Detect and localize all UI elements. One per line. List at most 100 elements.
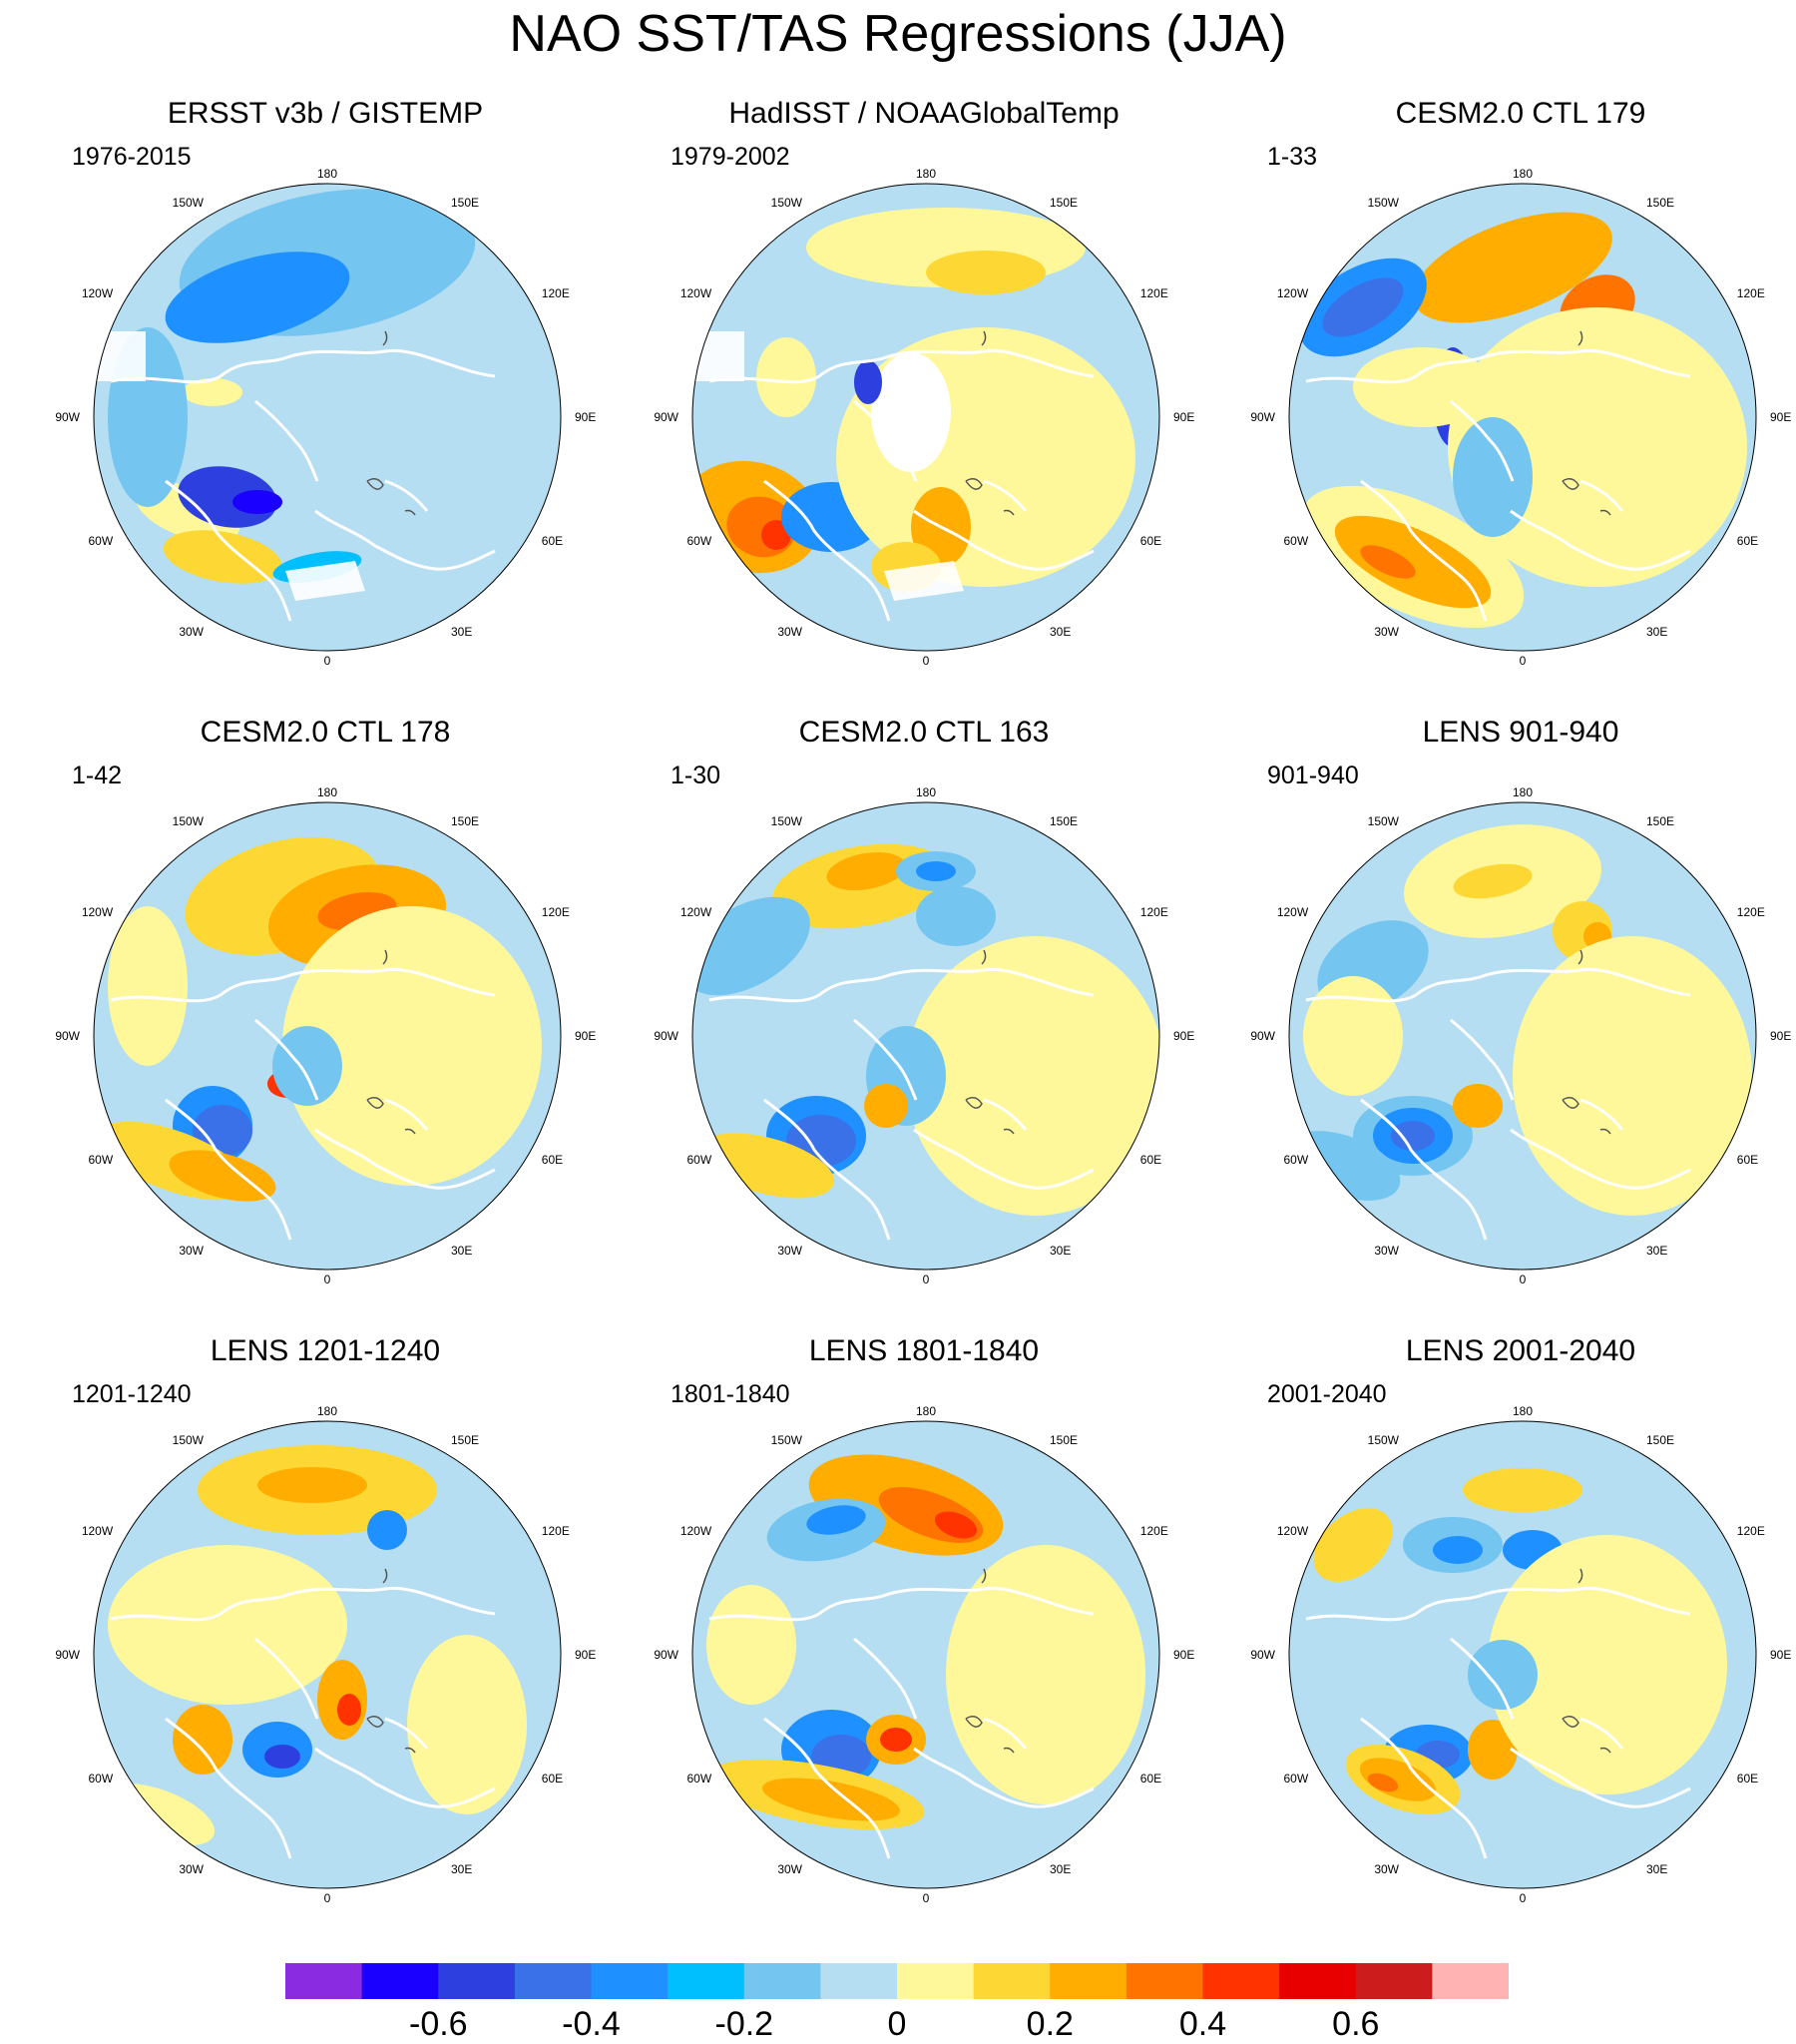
- longitude-label: 120E: [1737, 905, 1765, 919]
- colorbar-tick-label: 0.4: [1178, 2005, 1227, 2043]
- colorbar-segment: [1279, 1963, 1357, 1999]
- anomaly-region: [756, 337, 816, 417]
- longitude-label: 180: [317, 785, 337, 799]
- anomaly-region: [1468, 1640, 1538, 1710]
- lake-outline: [1003, 1747, 1015, 1754]
- colorbar: [285, 1963, 1509, 1999]
- coastline: [708, 1586, 1095, 1622]
- longitude-label: 120E: [1140, 1524, 1168, 1538]
- longitude-label: 120W: [680, 1524, 712, 1538]
- coastline: [384, 1717, 429, 1750]
- anomaly-region: [272, 1026, 342, 1106]
- missing-data-region: [96, 331, 146, 381]
- longitude-label: 150W: [1368, 1433, 1400, 1447]
- longitude-label: 150W: [771, 814, 803, 828]
- map-panel: CESM2.0 CTL 163 180 150E 120E 90E 60E 30E 0 30W 6…: [625, 715, 1223, 1343]
- anomaly-region: [836, 327, 1135, 587]
- anomaly-region: [880, 1728, 912, 1752]
- coastline: [763, 1098, 891, 1241]
- coastline: [1579, 1098, 1624, 1131]
- longitude-label: 90E: [1770, 410, 1791, 424]
- anomaly-region: [1367, 1773, 1399, 1792]
- lake-outline: [366, 1716, 384, 1728]
- longitude-label: 30W: [777, 1244, 802, 1258]
- lake-outline: [1577, 1568, 1583, 1584]
- lake-outline: [404, 509, 416, 516]
- anomaly-field: [692, 802, 1159, 1270]
- polar-stereographic-map: 180 150E 120E 90E 60E 30E 0 30W 60W 90W 120W 150W: [1251, 167, 1791, 668]
- colorbar-tick-label: -0.6: [409, 2005, 468, 2043]
- polar-stereographic-map: 180 150E 120E 90E 60E 30E 0 30W 60W 90W 120W 150W: [1251, 1404, 1791, 1905]
- longitude-label: 120E: [1737, 1524, 1765, 1538]
- anomaly-region: [1488, 1535, 1727, 1794]
- longitude-label: 180: [1513, 785, 1533, 799]
- colorbar-segment: [438, 1963, 516, 1999]
- map-panel: HadISST / NOAAGlobalTemp 180 150E 120E 90E 60…: [625, 96, 1223, 725]
- longitude-label: 90W: [1251, 1648, 1276, 1662]
- lake-outline: [1003, 509, 1015, 516]
- anomaly-region: [1513, 936, 1752, 1216]
- longitude-label: 60E: [1737, 1153, 1758, 1167]
- lake-outline: [965, 478, 983, 490]
- anomaly-region: [282, 906, 542, 1186]
- coastline: [254, 399, 319, 482]
- map-boundary: [691, 1420, 1160, 1889]
- colorbar-segment: [1202, 1963, 1280, 1999]
- coastline: [708, 348, 1095, 384]
- longitude-label: 150E: [451, 196, 479, 210]
- lake-outline: [1577, 949, 1583, 965]
- coastline: [254, 1637, 319, 1720]
- map-boundary: [1288, 801, 1757, 1271]
- map-boundary: [93, 801, 562, 1271]
- lake-outline: [382, 1568, 388, 1584]
- longitude-label: 30E: [1050, 625, 1071, 639]
- panel-period: 1-30: [671, 762, 721, 789]
- longitude-label: 60E: [1140, 1153, 1161, 1167]
- panel-period: 1801-1840: [671, 1380, 790, 1408]
- anomaly-region: [1453, 863, 1533, 899]
- polar-stereographic-map: 180 150E 120E 90E 60E 30E 0 30W 60W 90W 120W 150W: [655, 167, 1194, 668]
- longitude-label: 60W: [687, 1153, 712, 1167]
- lake-outline: [382, 330, 388, 346]
- longitude-label: 0: [923, 1273, 930, 1286]
- anomaly-region: [926, 251, 1046, 294]
- anomaly-region: [169, 1150, 276, 1202]
- coastline: [1579, 479, 1624, 512]
- lake-outline: [965, 1097, 983, 1109]
- longitude-label: 60W: [687, 534, 712, 548]
- coastline: [983, 1098, 1028, 1131]
- longitude-label: 90E: [1173, 1029, 1194, 1043]
- coastline: [314, 509, 496, 571]
- polar-stereographic-map: 180 150E 120E 90E 60E 30E 0 30W 60W 90W 120W 150W: [655, 785, 1194, 1286]
- longitude-label: 30E: [1646, 1244, 1667, 1258]
- colorbar-tick-label: 0.2: [1026, 2005, 1074, 2043]
- anomaly-region: [1463, 1468, 1582, 1512]
- anomaly-field: [94, 802, 561, 1270]
- longitude-label: 30W: [1374, 1244, 1399, 1258]
- longitude-label: 30W: [777, 625, 802, 639]
- anomaly-region: [163, 530, 282, 584]
- map-panel: LENS 1801-1840 180 150E 120E 90E 60E 30E 0 30W 60…: [625, 1333, 1223, 1962]
- longitude-label: 60E: [1737, 534, 1758, 548]
- map-panel: LENS 901-940 180 150E 120E 90E 60E 30E 0 30W 60W 9…: [1221, 715, 1796, 1343]
- coastline: [384, 479, 429, 512]
- coastline: [1579, 1717, 1624, 1750]
- anomaly-region: [1448, 307, 1747, 587]
- anomaly-region: [264, 1745, 300, 1769]
- colorbar-segment: [743, 1963, 821, 1999]
- map-panel: LENS 1201-1240 180 150E 120E 90E 60E 30E 0 30W 60…: [26, 1333, 625, 1962]
- longitude-label: 90W: [1251, 1029, 1276, 1043]
- coastline: [853, 1018, 918, 1101]
- longitude-label: 180: [916, 1404, 936, 1418]
- longitude-label: 150W: [1368, 196, 1400, 210]
- missing-data-region: [285, 561, 365, 601]
- anomaly-field: [94, 1421, 561, 1888]
- polar-stereographic-map: 180 150E 120E 90E 60E 30E 0 30W 60W 90W 120W 150W: [655, 1404, 1194, 1905]
- panel-title: LENS 901-940: [1422, 716, 1619, 749]
- longitude-label: 60E: [1140, 534, 1161, 548]
- longitude-label: 90W: [1251, 410, 1276, 424]
- coastline: [1305, 1586, 1691, 1622]
- colorbar-segment: [973, 1963, 1051, 1999]
- anomaly-region: [1433, 1536, 1483, 1564]
- anomaly-region: [1303, 976, 1403, 1096]
